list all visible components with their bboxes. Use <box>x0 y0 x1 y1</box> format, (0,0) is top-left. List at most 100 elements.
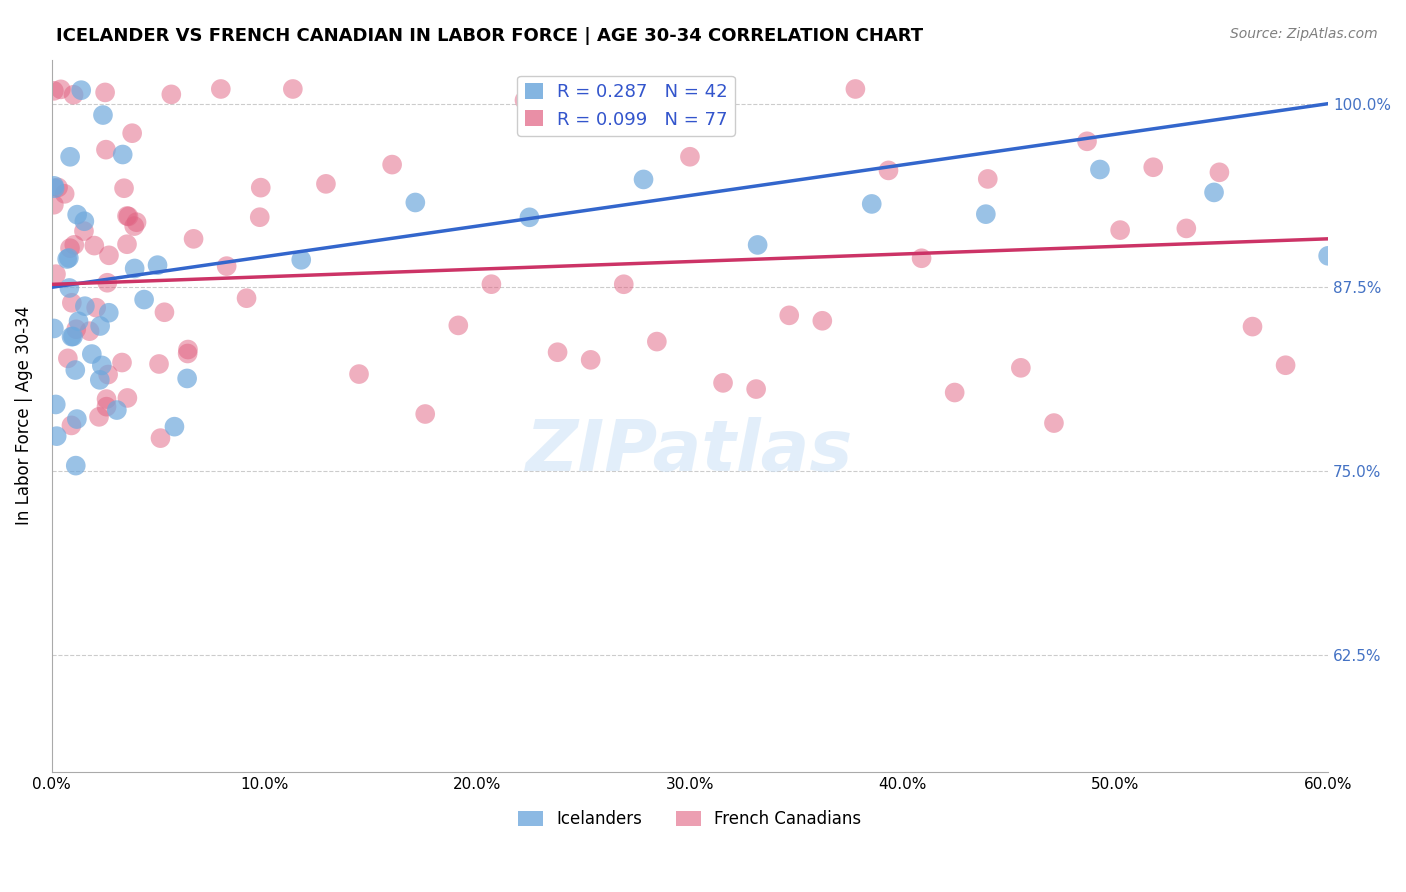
Icelanders <box>45 429 67 443</box>
Icelanders <box>404 195 426 210</box>
French Canadians <box>73 224 96 238</box>
Icelanders <box>974 207 997 221</box>
French Canadians <box>778 309 800 323</box>
Icelanders <box>163 419 186 434</box>
French Canadians <box>42 84 65 98</box>
French Canadians <box>447 318 470 333</box>
Y-axis label: In Labor Force | Age 30-34: In Labor Force | Age 30-34 <box>15 306 32 525</box>
French Canadians <box>1241 319 1264 334</box>
French Canadians <box>87 409 110 424</box>
Icelanders <box>67 314 90 328</box>
Icelanders <box>89 318 111 333</box>
Legend: Icelanders, French Canadians: Icelanders, French Canadians <box>512 804 868 835</box>
French Canadians <box>745 382 768 396</box>
French Canadians <box>97 368 120 382</box>
French Canadians <box>96 400 118 414</box>
Icelanders <box>73 214 96 228</box>
French Canadians <box>112 181 135 195</box>
Icelanders <box>290 252 312 267</box>
Icelanders <box>633 172 655 186</box>
Icelanders <box>97 306 120 320</box>
French Canadians <box>977 172 1000 186</box>
French Canadians <box>149 431 172 445</box>
French Canadians <box>94 86 117 100</box>
French Canadians <box>176 346 198 360</box>
French Canadians <box>65 322 87 336</box>
Icelanders <box>132 293 155 307</box>
Icelanders <box>519 211 541 225</box>
French Canadians <box>811 314 834 328</box>
French Canadians <box>1010 360 1032 375</box>
French Canadians <box>111 355 134 369</box>
French Canadians <box>877 163 900 178</box>
French Canadians <box>56 351 79 366</box>
Icelanders <box>42 321 65 335</box>
French Canadians <box>177 343 200 357</box>
French Canadians <box>844 82 866 96</box>
Icelanders <box>860 197 883 211</box>
French Canadians <box>96 392 118 406</box>
French Canadians <box>413 407 436 421</box>
French Canadians <box>96 276 118 290</box>
Icelanders <box>65 458 87 473</box>
French Canadians <box>910 252 932 266</box>
French Canadians <box>1142 160 1164 174</box>
French Canadians <box>479 277 502 292</box>
Icelanders <box>73 299 96 313</box>
French Canadians <box>62 87 84 102</box>
Icelanders <box>66 208 89 222</box>
Icelanders <box>58 251 80 265</box>
French Canadians <box>249 211 271 225</box>
French Canadians <box>63 238 86 252</box>
Icelanders <box>90 359 112 373</box>
French Canadians <box>42 198 65 212</box>
French Canadians <box>59 241 82 255</box>
Icelanders <box>66 412 89 426</box>
Text: ZIPatlas: ZIPatlas <box>526 417 853 486</box>
French Canadians <box>381 158 404 172</box>
French Canadians <box>679 150 702 164</box>
Icelanders <box>56 252 79 266</box>
Icelanders <box>58 281 80 295</box>
French Canadians <box>115 209 138 223</box>
French Canadians <box>79 324 101 338</box>
French Canadians <box>1274 358 1296 372</box>
Icelanders <box>91 108 114 122</box>
Icelanders <box>70 83 93 97</box>
French Canadians <box>98 248 121 262</box>
French Canadians <box>645 334 668 349</box>
French Canadians <box>235 291 257 305</box>
Icelanders <box>45 397 67 411</box>
Icelanders <box>747 238 769 252</box>
French Canadians <box>613 277 636 292</box>
French Canadians <box>1076 134 1098 148</box>
French Canadians <box>60 295 83 310</box>
Icelanders <box>1202 186 1225 200</box>
French Canadians <box>347 367 370 381</box>
French Canadians <box>153 305 176 319</box>
French Canadians <box>83 238 105 252</box>
French Canadians <box>249 180 271 194</box>
Text: ICELANDER VS FRENCH CANADIAN IN LABOR FORCE | AGE 30-34 CORRELATION CHART: ICELANDER VS FRENCH CANADIAN IN LABOR FO… <box>56 27 924 45</box>
French Canadians <box>943 385 966 400</box>
Icelanders <box>44 181 66 195</box>
Icelanders <box>124 261 146 276</box>
Icelanders <box>111 147 134 161</box>
French Canadians <box>125 215 148 229</box>
Icelanders <box>59 150 82 164</box>
French Canadians <box>53 186 76 201</box>
French Canadians <box>1175 221 1198 235</box>
French Canadians <box>1208 165 1230 179</box>
Icelanders <box>60 329 83 343</box>
French Canadians <box>547 345 569 359</box>
French Canadians <box>117 210 139 224</box>
French Canadians <box>281 82 304 96</box>
French Canadians <box>122 219 145 233</box>
Icelanders <box>89 373 111 387</box>
Icelanders <box>62 329 84 343</box>
French Canadians <box>1109 223 1132 237</box>
French Canadians <box>49 82 72 96</box>
French Canadians <box>46 180 69 194</box>
French Canadians <box>315 177 337 191</box>
Icelanders <box>80 347 103 361</box>
